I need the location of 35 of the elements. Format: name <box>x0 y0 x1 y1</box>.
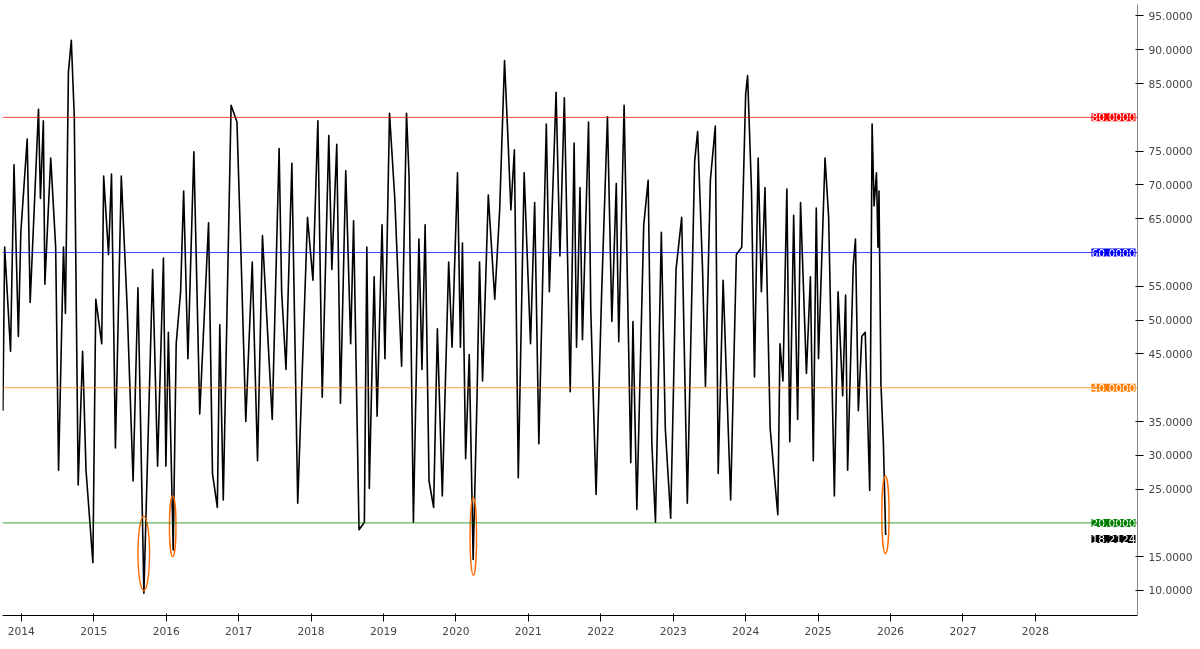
y-tick-label: 65.0000 <box>1148 212 1193 226</box>
x-tick-label: 2026 <box>876 624 905 638</box>
y-tick-label: 95.0000 <box>1148 9 1193 23</box>
x-tick-label: 2014 <box>7 624 36 638</box>
x-tick-label: 2017 <box>225 624 253 638</box>
x-tick-label: 2018 <box>297 624 325 638</box>
x-tick-label: 2024 <box>732 624 760 638</box>
y-tick-label: 70.0000 <box>1148 178 1193 192</box>
ref-line-label: 40.0000 <box>1091 381 1136 395</box>
x-tick-label: 2025 <box>804 624 832 638</box>
ref-line-label: 20.0000 <box>1091 516 1136 530</box>
ref-line-label: 80.0000 <box>1091 111 1136 125</box>
x-tick-label: 2023 <box>659 624 687 638</box>
y-tick-label: 30.0000 <box>1148 449 1193 463</box>
y-tick-label: 90.0000 <box>1148 43 1193 57</box>
line-series <box>2 39 887 594</box>
x-tick-label: 2022 <box>587 624 615 638</box>
y-tick-label: 75.0000 <box>1148 145 1193 159</box>
x-tick-label: 2020 <box>442 624 470 638</box>
x-tick-label: 2027 <box>949 624 977 638</box>
ref-line-label: 60.0000 <box>1091 246 1136 260</box>
y-tick-label: 15.0000 <box>1148 550 1193 564</box>
x-tick-label: 2016 <box>152 624 180 638</box>
y-tick-label: 10.0000 <box>1148 584 1193 598</box>
y-tick-label: 55.0000 <box>1148 280 1193 294</box>
x-tick-label: 2028 <box>1021 624 1050 638</box>
y-tick-label: 35.0000 <box>1148 415 1193 429</box>
y-tick-label: 50.0000 <box>1148 314 1193 328</box>
y-tick-label: 25.0000 <box>1148 483 1193 497</box>
x-tick-label: 2019 <box>369 624 398 638</box>
y-tick-label: 85.0000 <box>1148 77 1193 91</box>
y-tick-label: 45.0000 <box>1148 347 1193 361</box>
x-tick-label: 2015 <box>80 624 108 638</box>
annotation: 18.2124 <box>1091 532 1136 546</box>
x-tick-label: 2021 <box>514 624 542 638</box>
